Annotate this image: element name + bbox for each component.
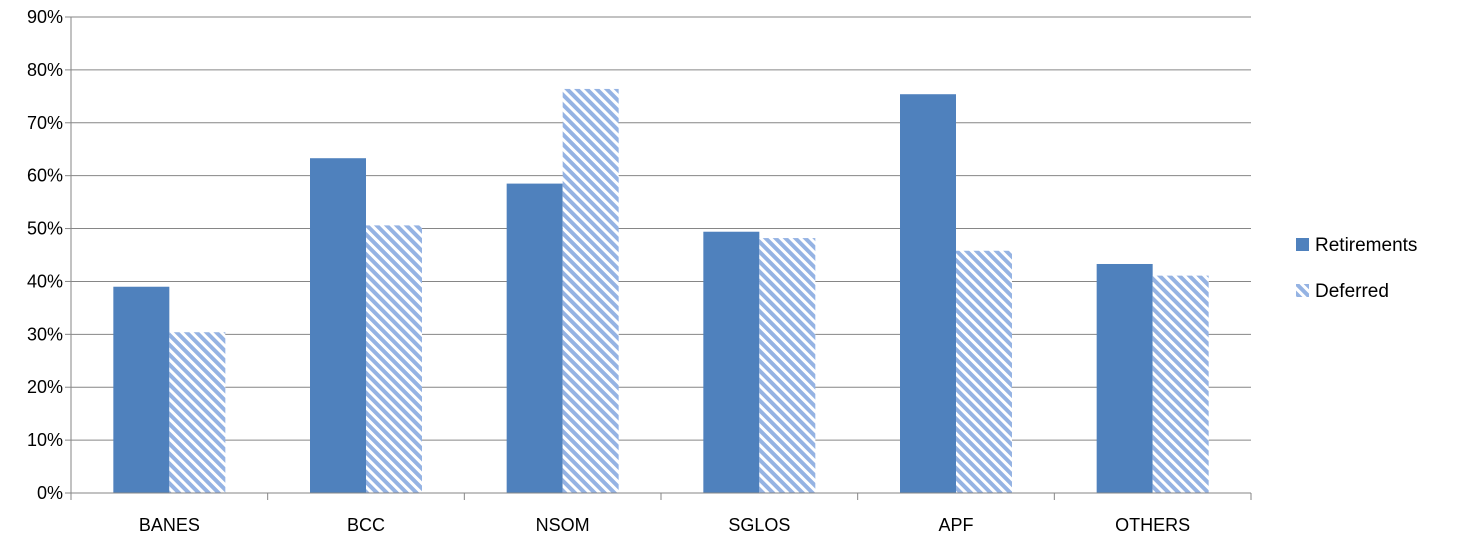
bar-deferred-bcc: [366, 225, 422, 494]
bars: [113, 88, 1209, 494]
axes: 0% 10% 20% 30% 40% 50% 60% 70% 80% 90% BANES BCC NSO…: [27, 7, 1252, 535]
x-tick-label: APF: [938, 515, 973, 535]
legend-label-deferred: Deferred: [1315, 281, 1389, 302]
x-tick-label: BANES: [139, 515, 200, 535]
legend-label-retirements: Retirements: [1315, 235, 1417, 256]
y-tick-label: 30%: [27, 324, 63, 344]
x-tick-label: NSOM: [536, 515, 590, 535]
y-tick-label: 40%: [27, 271, 63, 291]
bar-deferred-sglos: [759, 238, 816, 493]
gridlines: [71, 16, 1251, 441]
y-tick-label: 50%: [27, 219, 63, 239]
bar-retirements-apf: [900, 94, 956, 494]
y-tick-label: 90%: [27, 7, 63, 27]
legend-swatch-retirements: [1296, 238, 1309, 251]
bar-deferred-others: [1152, 275, 1209, 493]
bar-retirements-others: [1096, 263, 1153, 493]
bar-deferred-nsom: [562, 88, 619, 493]
y-tick-label: 80%: [27, 60, 63, 80]
legend-swatch-deferred: [1296, 284, 1309, 297]
bar-retirements-sglos: [703, 231, 760, 493]
bar-retirements-banes: [113, 286, 170, 493]
x-tick-label: OTHERS: [1115, 515, 1190, 535]
bar-retirements-bcc: [310, 158, 366, 494]
bar-retirements-nsom: [506, 183, 563, 493]
legend: Retirements Deferred: [1296, 235, 1417, 302]
x-tick-label: SGLOS: [728, 515, 790, 535]
y-tick-label: 70%: [27, 113, 63, 133]
y-tick-label: 0%: [37, 483, 63, 503]
bar-deferred-banes: [169, 332, 226, 493]
y-tick-label: 60%: [27, 166, 63, 186]
bar-deferred-apf: [956, 250, 1012, 493]
x-tick-label: BCC: [347, 515, 385, 535]
y-tick-label: 20%: [27, 377, 63, 397]
y-tick-label: 10%: [27, 430, 63, 450]
